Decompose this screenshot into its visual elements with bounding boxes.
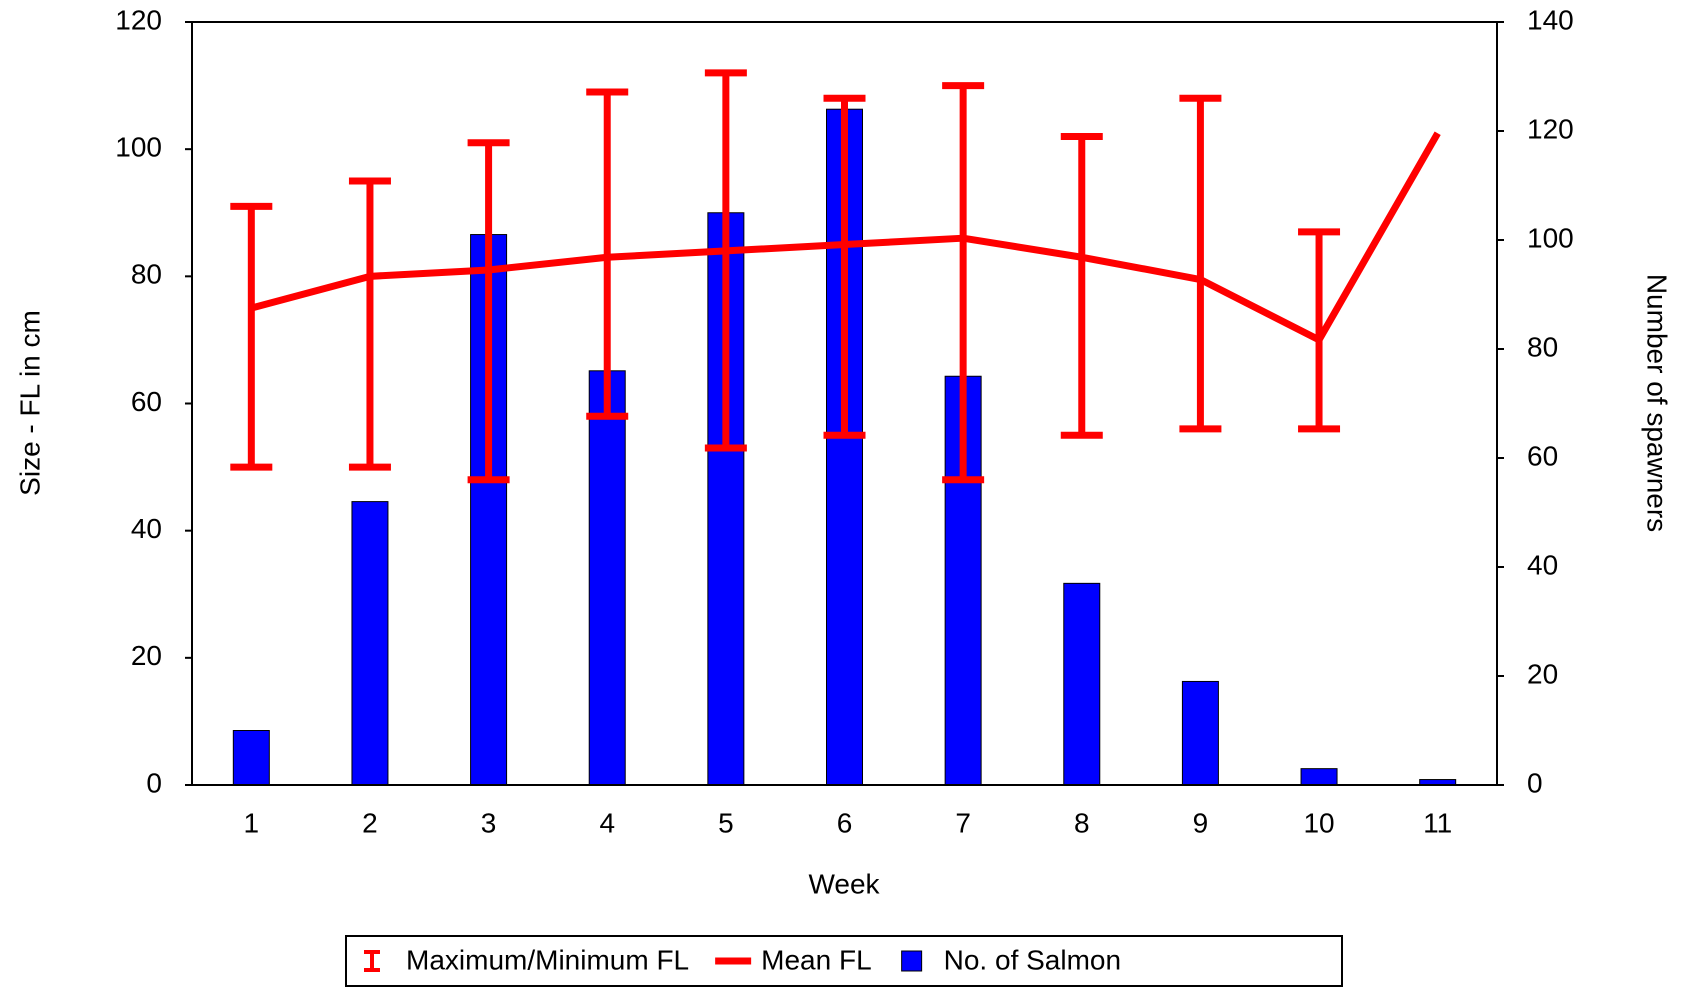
legend-label: No. of Salmon [944, 944, 1121, 975]
y-tick-label: 40 [131, 513, 162, 544]
y-tick-label: 0 [146, 767, 162, 798]
y2-tick-label: 100 [1527, 222, 1574, 253]
y-tick-label: 20 [131, 640, 162, 671]
error-bar [467, 139, 510, 484]
x-axis-label: Week [808, 868, 880, 899]
x-tick-label: 8 [1074, 807, 1090, 838]
y2-axis-label: Number of spawners [1642, 274, 1673, 532]
y-tick-label: 120 [115, 4, 162, 35]
y2-tick-label: 140 [1527, 4, 1574, 35]
x-tick-label: 6 [837, 807, 853, 838]
x-tick-label: 1 [244, 807, 260, 838]
x-tick-label: 10 [1303, 807, 1334, 838]
legend-label: Mean FL [761, 944, 872, 975]
error-bar [348, 177, 391, 471]
x-tick-label: 2 [362, 807, 378, 838]
bar [232, 730, 270, 786]
legend-symbol [364, 950, 380, 972]
legend-symbol [901, 950, 923, 972]
legend [345, 935, 1343, 987]
y-tick-label: 100 [115, 132, 162, 163]
error-bar [230, 202, 273, 471]
y2-tick-label: 0 [1527, 767, 1543, 798]
y2-tick-label: 80 [1527, 331, 1558, 362]
y2-tick-label: 40 [1527, 549, 1558, 580]
x-tick-label: 9 [1193, 807, 1209, 838]
y2-tick-label: 20 [1527, 658, 1558, 689]
y-axis-label: Size - FL in cm [14, 310, 45, 496]
bar [1063, 582, 1101, 786]
bar [1181, 680, 1219, 786]
error-bar [1179, 94, 1222, 433]
error-bar [942, 82, 985, 484]
x-tick-label: 4 [599, 807, 615, 838]
y2-tick-label: 120 [1527, 113, 1574, 144]
error-bar [1060, 132, 1103, 439]
error-bar [1298, 228, 1341, 433]
bar [1300, 768, 1338, 786]
y-tick-label: 80 [131, 259, 162, 290]
y2-tick-label: 60 [1527, 440, 1558, 471]
x-tick-label: 11 [1423, 807, 1452, 838]
error-bar [823, 94, 866, 439]
x-tick-label: 3 [481, 807, 497, 838]
x-tick-label: 5 [718, 807, 734, 838]
legend-label: Maximum/Minimum FL [406, 944, 689, 975]
bar [351, 501, 389, 786]
y-tick-label: 60 [131, 386, 162, 417]
error-bar [704, 69, 747, 452]
plot-frame [191, 21, 1498, 786]
bar [588, 370, 626, 786]
line [250, 131, 1441, 344]
x-tick-label: 7 [955, 807, 971, 838]
